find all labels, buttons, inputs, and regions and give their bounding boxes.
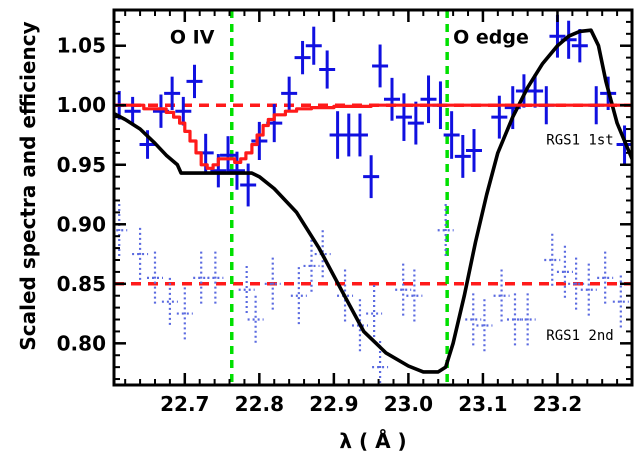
errorbar-point xyxy=(146,251,163,305)
errorbar-point xyxy=(228,151,245,190)
errorbar-point xyxy=(465,129,482,172)
errorbar-point xyxy=(132,227,149,281)
errorbar-point xyxy=(519,293,536,346)
x-tick-label: 23.0 xyxy=(384,392,433,416)
y-tick-label: 1.00 xyxy=(57,93,106,117)
errorbar-point xyxy=(407,101,424,145)
errorbar-point xyxy=(506,293,523,346)
errorbar-point xyxy=(443,111,460,159)
errorbar-point xyxy=(114,204,128,257)
x-tick-label: 22.7 xyxy=(160,392,209,416)
annotation-rgs1-2nd: RGS1 2nd xyxy=(546,328,613,344)
annotation-rgs1-1st: RGS1 1st xyxy=(546,133,613,149)
annotation-o-iv: O IV xyxy=(170,26,215,48)
errorbar-point xyxy=(305,26,322,65)
errorbar-point xyxy=(193,251,210,305)
errorbar-point xyxy=(175,96,192,126)
errorbar-point xyxy=(395,93,412,141)
errorbar-point xyxy=(568,257,585,310)
errorbar-point xyxy=(124,96,141,126)
y-tick-label: 0.85 xyxy=(57,272,106,296)
errorbar-point xyxy=(176,287,193,340)
errorbar-point xyxy=(240,163,257,207)
errorbar-point xyxy=(251,121,268,160)
errorbar-point xyxy=(281,76,298,110)
errorbar-point xyxy=(372,44,389,88)
errorbar-point xyxy=(612,275,629,328)
errorbar-point xyxy=(597,251,614,305)
plot-content xyxy=(114,10,632,385)
errorbar-point xyxy=(220,136,237,175)
errorbar-point xyxy=(363,155,380,199)
errorbar-point xyxy=(406,269,423,322)
errorbar-point xyxy=(571,29,588,63)
errorbar-point xyxy=(437,204,454,257)
errorbar-point xyxy=(264,257,281,310)
errorbar-point xyxy=(454,135,471,178)
axes-layer: 22.7 22.8 22.9 23.0 23.1 23.2 0.80 0.85 0.90 0.95… xyxy=(57,8,634,416)
errorbar-point xyxy=(351,113,368,157)
x-tick-label: 23.2 xyxy=(533,392,582,416)
x-tick-label: 22.8 xyxy=(235,392,284,416)
annotation-o-edge: O edge xyxy=(453,26,529,48)
plot-frame xyxy=(112,8,634,387)
errorbar-point xyxy=(527,74,544,108)
errorbar-point xyxy=(303,239,320,293)
x-axis-title: λ ( Å ) xyxy=(339,429,406,453)
errorbar-point xyxy=(420,75,437,124)
errorbar-point xyxy=(556,245,573,299)
y-tick-label: 0.80 xyxy=(57,331,106,355)
x-tick-label: 23.1 xyxy=(458,392,507,416)
errorbar-point xyxy=(493,269,510,322)
errorbar-point xyxy=(491,95,508,139)
errorbar-point xyxy=(207,251,224,305)
errorbar-point xyxy=(544,233,561,287)
y-tick-label: 0.95 xyxy=(57,153,106,177)
y-tick-label: 0.90 xyxy=(57,212,106,236)
labels-layer: λ ( Å ) Scaled spectra and efficiency xyxy=(16,21,407,453)
errorbar-point xyxy=(294,40,311,75)
errorbar-point xyxy=(319,50,336,89)
x-tick-label: 22.9 xyxy=(309,392,358,416)
y-tick-label: 1.05 xyxy=(57,34,106,58)
errorbar-point xyxy=(580,263,597,316)
y-axis-title: Scaled spectra and efficiency xyxy=(16,21,40,350)
errorbar-point xyxy=(476,299,493,352)
errorbar-point xyxy=(164,76,181,110)
errorbar-point xyxy=(395,263,412,316)
series-efficiency-line xyxy=(114,28,632,374)
series-model-line xyxy=(114,103,632,170)
errorbar-point xyxy=(186,64,203,99)
errorbar-point xyxy=(465,293,482,346)
errorbar-point xyxy=(384,77,401,121)
errorbar-point xyxy=(372,340,389,385)
